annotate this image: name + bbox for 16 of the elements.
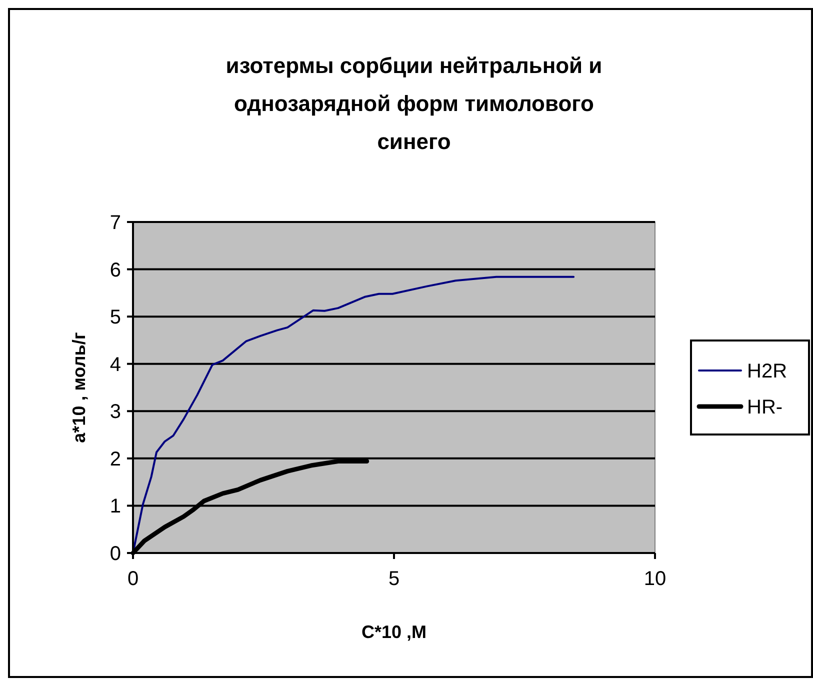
x-tick-label: 0 (127, 568, 139, 590)
y-tick-label: 0 (110, 543, 121, 565)
chart-title: изотермы сорбции нейтральной и однозарядной форм тимолового синего (226, 53, 602, 154)
y-tick-label: 5 (110, 306, 121, 329)
y-axis-title: a*10 , моль/г (69, 332, 89, 443)
y-tick-label: 2 (110, 448, 121, 470)
y-tick-label: 6 (110, 259, 121, 282)
x-tick-label: 5 (388, 568, 400, 590)
legend-label: HR- (747, 396, 783, 418)
y-tick-label: 7 (110, 212, 121, 234)
y-tick-label: 3 (110, 401, 121, 424)
x-tick-label: 10 (644, 568, 666, 590)
y-tick-label: 1 (110, 496, 121, 518)
legend-label: H2R (747, 360, 788, 382)
x-axis-title: C*10 ,M (361, 622, 427, 642)
y-tick-label: 4 (110, 354, 121, 376)
